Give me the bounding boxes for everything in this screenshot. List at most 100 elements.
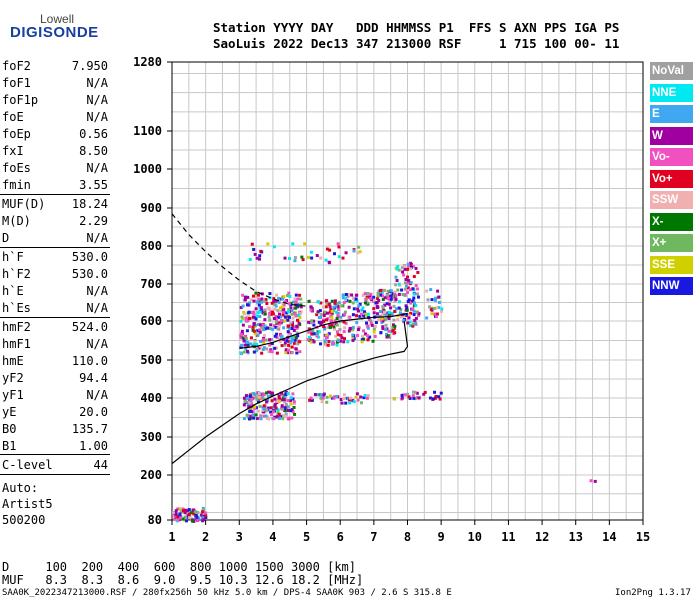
echo-point xyxy=(397,306,401,310)
echo-point xyxy=(273,346,277,350)
echo-point xyxy=(289,321,293,325)
echo-point xyxy=(399,308,403,312)
echo-point xyxy=(411,322,415,326)
echo-point xyxy=(281,310,285,314)
echo-point xyxy=(355,392,359,396)
param-name: h`F xyxy=(2,250,24,264)
echo-point xyxy=(363,292,367,296)
echo-point xyxy=(268,343,272,347)
echo-point xyxy=(249,336,253,340)
echo-point xyxy=(403,287,407,291)
echo-point xyxy=(246,403,250,407)
echo-point xyxy=(269,349,273,353)
echo-point xyxy=(411,307,415,311)
echo-point xyxy=(267,312,271,316)
echo-point xyxy=(405,318,409,322)
echo-point xyxy=(344,401,348,405)
echo-point xyxy=(252,310,256,314)
echo-point xyxy=(261,311,265,315)
echo-point xyxy=(315,313,319,317)
param-row-hmf2: hmF2 524.0 xyxy=(2,320,108,338)
echo-point xyxy=(319,256,323,260)
echo-point xyxy=(362,396,366,400)
echo-point xyxy=(248,257,252,261)
echo-point xyxy=(336,333,340,337)
echo-point xyxy=(309,340,313,344)
echo-point xyxy=(333,301,337,305)
echo-point xyxy=(358,314,362,318)
echo-point xyxy=(366,338,370,342)
echo-point xyxy=(259,417,263,421)
echo-point xyxy=(201,508,205,512)
echo-point xyxy=(244,337,248,341)
echo-point xyxy=(330,315,334,319)
param-row-h-f: h`F 530.0 xyxy=(2,250,108,268)
echo-point xyxy=(247,417,251,421)
echo-point xyxy=(254,291,258,295)
echo-point xyxy=(293,259,297,263)
echo-point xyxy=(253,332,257,336)
echo-point xyxy=(276,316,280,320)
param-name: B0 xyxy=(2,422,17,436)
echo-point xyxy=(340,304,344,308)
echo-point xyxy=(351,313,355,317)
echo-point xyxy=(274,304,278,308)
echo-point xyxy=(256,333,260,337)
muf-distance-row: D 100 200 400 600 800 1000 1500 3000 [km… xyxy=(2,560,357,574)
param-row-c-level: C-level 44 xyxy=(2,458,108,476)
echo-point xyxy=(258,310,262,314)
y-tick-label: 800 xyxy=(140,239,162,253)
echo-point xyxy=(381,297,385,301)
echo-point xyxy=(243,399,247,403)
echo-point xyxy=(341,296,345,300)
echo-point xyxy=(325,400,329,404)
echo-point xyxy=(277,321,281,325)
echo-point xyxy=(294,293,298,297)
echo-point xyxy=(245,329,249,333)
echo-point xyxy=(202,518,206,522)
echo-point xyxy=(174,509,178,513)
echo-point xyxy=(384,318,388,322)
echo-point xyxy=(368,295,372,299)
echo-point xyxy=(290,312,294,316)
echo-point xyxy=(400,288,404,292)
echo-point xyxy=(365,321,369,325)
echo-point xyxy=(385,293,389,297)
echo-point xyxy=(364,332,368,336)
echo-point xyxy=(282,326,286,330)
param-name: yF2 xyxy=(2,371,24,385)
echo-point xyxy=(281,297,285,301)
header-line-1: Station YYYY DAY DDD HHMMSS P1 FFS S AXN… xyxy=(213,20,620,35)
echo-point xyxy=(179,516,183,520)
echo-point xyxy=(278,340,282,344)
echo-point xyxy=(252,350,256,354)
echo-point xyxy=(407,298,411,302)
echo-point xyxy=(407,279,411,283)
echo-point xyxy=(325,318,329,322)
echo-point xyxy=(242,403,246,407)
echo-point xyxy=(262,328,266,332)
echo-point xyxy=(341,256,345,260)
echo-point xyxy=(191,519,195,523)
echo-point xyxy=(409,311,413,315)
echo-point xyxy=(310,256,314,260)
echo-point xyxy=(363,301,367,305)
echo-point xyxy=(391,311,395,315)
echo-point xyxy=(376,296,380,300)
echo-point xyxy=(273,334,277,338)
echo-point xyxy=(252,342,256,346)
echo-point xyxy=(413,319,417,323)
echo-point xyxy=(383,303,387,307)
echo-point xyxy=(262,414,266,418)
echo-point xyxy=(359,312,363,316)
echo-point xyxy=(290,327,294,331)
echo-point xyxy=(435,306,439,310)
echo-point xyxy=(434,296,438,300)
echo-point xyxy=(287,333,291,337)
echo-point xyxy=(276,327,280,331)
echo-point xyxy=(383,312,387,316)
echo-point xyxy=(308,398,312,402)
echo-point xyxy=(417,396,421,400)
legend-item-x-: X+ xyxy=(650,234,693,252)
